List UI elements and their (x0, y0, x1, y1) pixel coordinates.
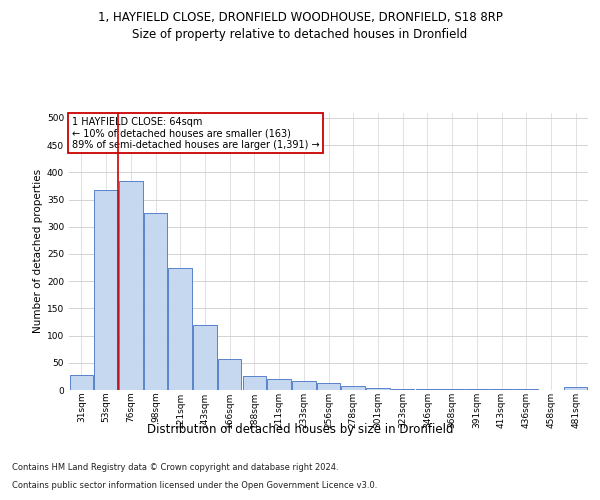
Bar (416, 389, 439, 390)
Text: Contains HM Land Registry data © Crown copyright and database right 2024.: Contains HM Land Registry data © Crown c… (12, 462, 338, 471)
Y-axis label: Number of detached properties: Number of detached properties (33, 169, 43, 334)
Bar (94, 190, 118, 390)
Bar (268, 379, 291, 390)
Text: 1, HAYFIELD CLOSE, DRONFIELD WOODHOUSE, DRONFIELD, S18 8RP: 1, HAYFIELD CLOSE, DRONFIELD WOODHOUSE, … (98, 11, 502, 24)
Text: Contains public sector information licensed under the Open Government Licence v3: Contains public sector information licen… (12, 481, 377, 490)
Bar (391, 389, 415, 390)
Bar (218, 359, 241, 390)
Bar (242, 376, 266, 390)
Bar (70, 376, 93, 390)
Text: Size of property relative to detached houses in Dronfield: Size of property relative to detached ho… (133, 28, 467, 41)
Bar (119, 180, 143, 390)
Bar (341, 386, 365, 390)
Bar (193, 324, 217, 390)
Text: Distribution of detached houses by size in Dronfield: Distribution of detached houses by size … (147, 422, 453, 436)
Bar (292, 382, 316, 390)
Bar (366, 388, 389, 390)
Text: 1 HAYFIELD CLOSE: 64sqm
← 10% of detached houses are smaller (163)
89% of semi-d: 1 HAYFIELD CLOSE: 64sqm ← 10% of detache… (71, 116, 319, 150)
Bar (564, 388, 587, 390)
Bar (169, 268, 192, 390)
Bar (144, 213, 167, 390)
Bar (317, 383, 340, 390)
